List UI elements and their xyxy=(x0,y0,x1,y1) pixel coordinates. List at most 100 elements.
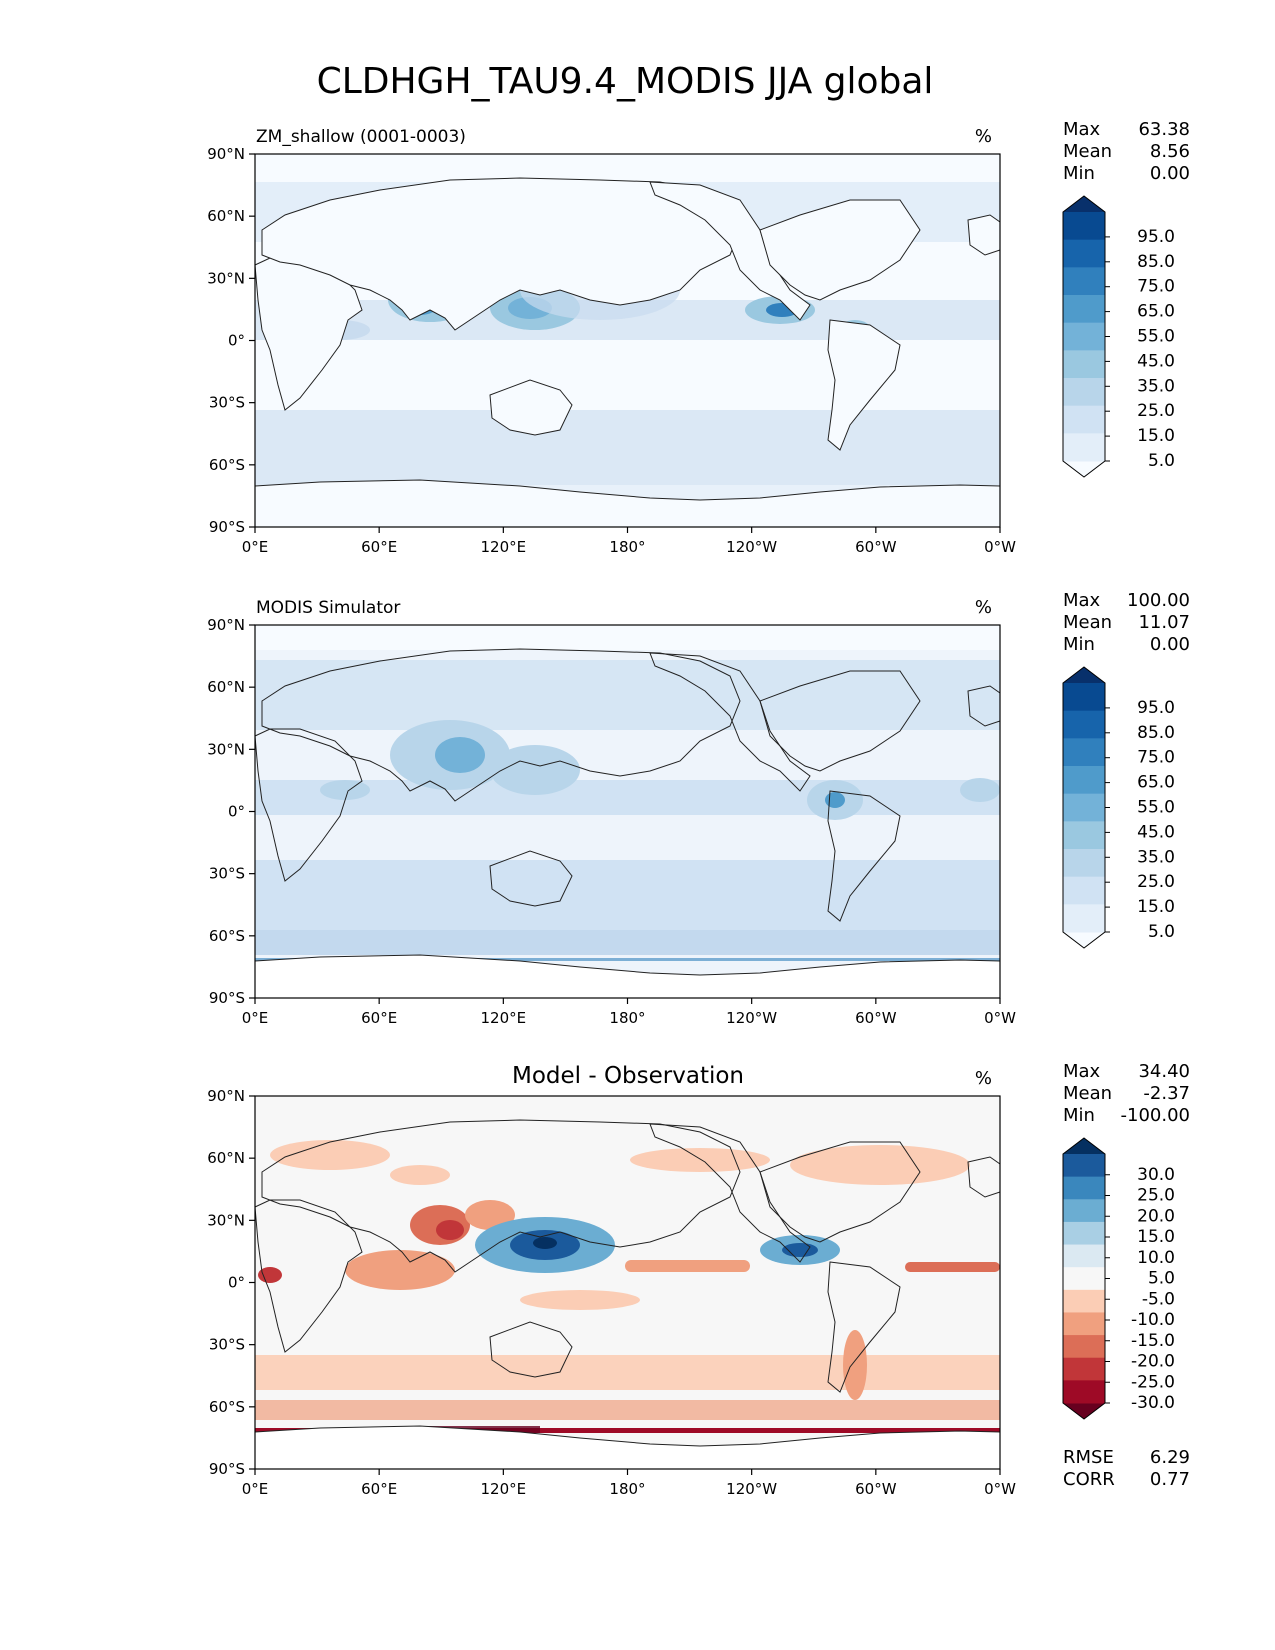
y-tick-label: 30°N xyxy=(207,269,245,287)
colorbar-segment xyxy=(1063,405,1105,434)
y-tick-label: 90°S xyxy=(209,989,245,1007)
map-panel-3 xyxy=(254,1095,1001,1470)
continents xyxy=(254,177,1001,528)
stat-mean-value: 11.07 xyxy=(1138,612,1190,633)
colorbar-segment xyxy=(1063,793,1105,822)
stat-rmse-value: 6.29 xyxy=(1150,1447,1190,1468)
x-tick-label: 0°E xyxy=(242,1480,269,1498)
stat-max-label: Max xyxy=(1063,119,1101,140)
colorbar-tick-label: 35.0 xyxy=(1137,376,1175,396)
y-tick-label: 60°N xyxy=(207,1149,245,1167)
x-tick-label: 60°W xyxy=(855,538,897,556)
colorbar-tick-label: 85.0 xyxy=(1137,723,1175,743)
stat-corr-value: 0.77 xyxy=(1150,1469,1190,1490)
x-tick-label: 0°W xyxy=(984,1480,1016,1498)
panel-1-label: ZM_shallow (0001-0003) xyxy=(256,127,466,147)
stat-mean-value: 8.56 xyxy=(1150,141,1190,162)
x-tick-label: 180° xyxy=(609,1009,645,1027)
colorbar-tick-label: 65.0 xyxy=(1137,773,1175,793)
colorbar-tick-label: 15.0 xyxy=(1137,897,1175,917)
y-tick-label: 0° xyxy=(228,803,245,821)
x-tick-label: 60°E xyxy=(361,538,397,556)
colorbar-tick-label: -15.0 xyxy=(1131,1331,1175,1351)
x-tick-label: 0°W xyxy=(984,1009,1016,1027)
colorbar-segment xyxy=(1063,1335,1105,1359)
stat-mean-label: Mean xyxy=(1063,1083,1112,1104)
colorbar-segment xyxy=(1063,433,1105,462)
colorbar-segment xyxy=(1063,766,1105,795)
y-tick-label: 60°N xyxy=(207,207,245,225)
x-tick-label: 120°E xyxy=(481,1009,527,1027)
colorbar-tick-label: 75.0 xyxy=(1137,277,1175,297)
stat-min-label: Min xyxy=(1063,634,1095,655)
x-tick-label: 120°E xyxy=(481,1480,527,1498)
colorbar-panel-3: 30.025.020.015.010.05.0-5.0-10.0-15.0-20… xyxy=(1062,1137,1175,1420)
colorbar-tick-label: 5.0 xyxy=(1148,1269,1175,1289)
colorbar-segment xyxy=(1063,239,1105,268)
colorbar-tick-label: -30.0 xyxy=(1131,1393,1175,1413)
colorbar-tick-label: 15.0 xyxy=(1137,1227,1175,1247)
stat-min-label: Min xyxy=(1063,163,1095,184)
colorbar-segment xyxy=(1063,1199,1105,1223)
panel-2-units: % xyxy=(975,597,992,618)
x-tick-label: 0°E xyxy=(242,1009,269,1027)
x-tick-label: 120°W xyxy=(726,1009,777,1027)
panel-1-units: % xyxy=(975,126,992,147)
y-tick-label: 60°S xyxy=(209,456,245,474)
colorbar-tick-label: 65.0 xyxy=(1137,302,1175,322)
colorbar-tick-label: 10.0 xyxy=(1137,1248,1175,1268)
stat-corr-label: CORR xyxy=(1063,1469,1115,1490)
colorbar-tick-label: 30.0 xyxy=(1137,1165,1175,1185)
colorbar-tick-label: 45.0 xyxy=(1137,351,1175,371)
colorbar-extend-max xyxy=(1063,667,1105,683)
y-tick-label: 90°N xyxy=(207,616,245,634)
colorbar-segment xyxy=(1063,295,1105,324)
stat-max-value: 63.38 xyxy=(1138,119,1190,140)
colorbars: 95.085.075.065.055.045.035.025.015.05.09… xyxy=(1062,195,1175,1420)
map-panel-2 xyxy=(254,624,1001,999)
stat-min-value: 0.00 xyxy=(1150,163,1190,184)
colorbar-tick-label: 25.0 xyxy=(1137,872,1175,892)
stat-max-label: Max xyxy=(1063,1061,1101,1082)
continents xyxy=(254,1119,1001,1393)
colorbar-tick-label: 45.0 xyxy=(1137,822,1175,842)
stat-min-label: Min xyxy=(1063,1105,1095,1126)
y-tick-label: 90°N xyxy=(207,145,245,163)
x-tick-label: 60°W xyxy=(855,1480,897,1498)
colorbar-tick-label: 55.0 xyxy=(1137,798,1175,818)
colorbar-segment xyxy=(1063,849,1105,878)
y-tick-label: 30°S xyxy=(209,394,245,412)
colorbar-tick-label: 5.0 xyxy=(1148,922,1175,942)
colorbar-tick-label: 35.0 xyxy=(1137,847,1175,867)
colorbar-segment xyxy=(1063,1312,1105,1336)
y-tick-label: 0° xyxy=(228,1274,245,1292)
colorbar-segment xyxy=(1063,1176,1105,1200)
panel-3-title: Model - Observation xyxy=(512,1063,744,1089)
colorbar-segment xyxy=(1063,378,1105,407)
colorbar-segment xyxy=(1063,1289,1105,1313)
y-tick-label: 90°S xyxy=(209,1460,245,1478)
axes: 0°E 60°E 120°E 180° 120°W 60°W 0°W 90°N 60°N 30°N… xyxy=(207,145,1016,1498)
colorbar-tick-label: 15.0 xyxy=(1137,426,1175,446)
axes-panel-2: 0°E 60°E 120°E 180° 120°W 60°W 0°W 90°N 60°N 30°N… xyxy=(207,616,1016,1027)
y-tick-label: 90°N xyxy=(207,1087,245,1105)
y-tick-label: 90°S xyxy=(209,518,245,536)
colorbar-segment xyxy=(1063,904,1105,933)
colorbar-extend-max xyxy=(1063,1138,1105,1154)
x-tick-label: 0°W xyxy=(984,538,1016,556)
map-panel-1 xyxy=(254,153,1001,528)
stat-mean-label: Mean xyxy=(1063,612,1112,633)
colorbar-tick-label: -5.0 xyxy=(1142,1289,1175,1309)
panel-2: MODIS Simulator % Max 100.00 Mean 11.07 … xyxy=(254,590,1190,999)
colorbar-segment xyxy=(1063,876,1105,905)
x-tick-label: 0°E xyxy=(242,538,269,556)
colorbar-segment xyxy=(1063,1267,1105,1291)
x-tick-label: 60°W xyxy=(855,1009,897,1027)
colorbar-segment xyxy=(1063,1357,1105,1381)
x-tick-label: 180° xyxy=(609,538,645,556)
y-tick-label: 0° xyxy=(228,332,245,350)
colorbar-tick-label: -10.0 xyxy=(1131,1310,1175,1330)
colorbar-segment xyxy=(1063,1154,1105,1178)
colorbar-segment xyxy=(1063,710,1105,739)
colorbar-tick-label: 5.0 xyxy=(1148,451,1175,471)
